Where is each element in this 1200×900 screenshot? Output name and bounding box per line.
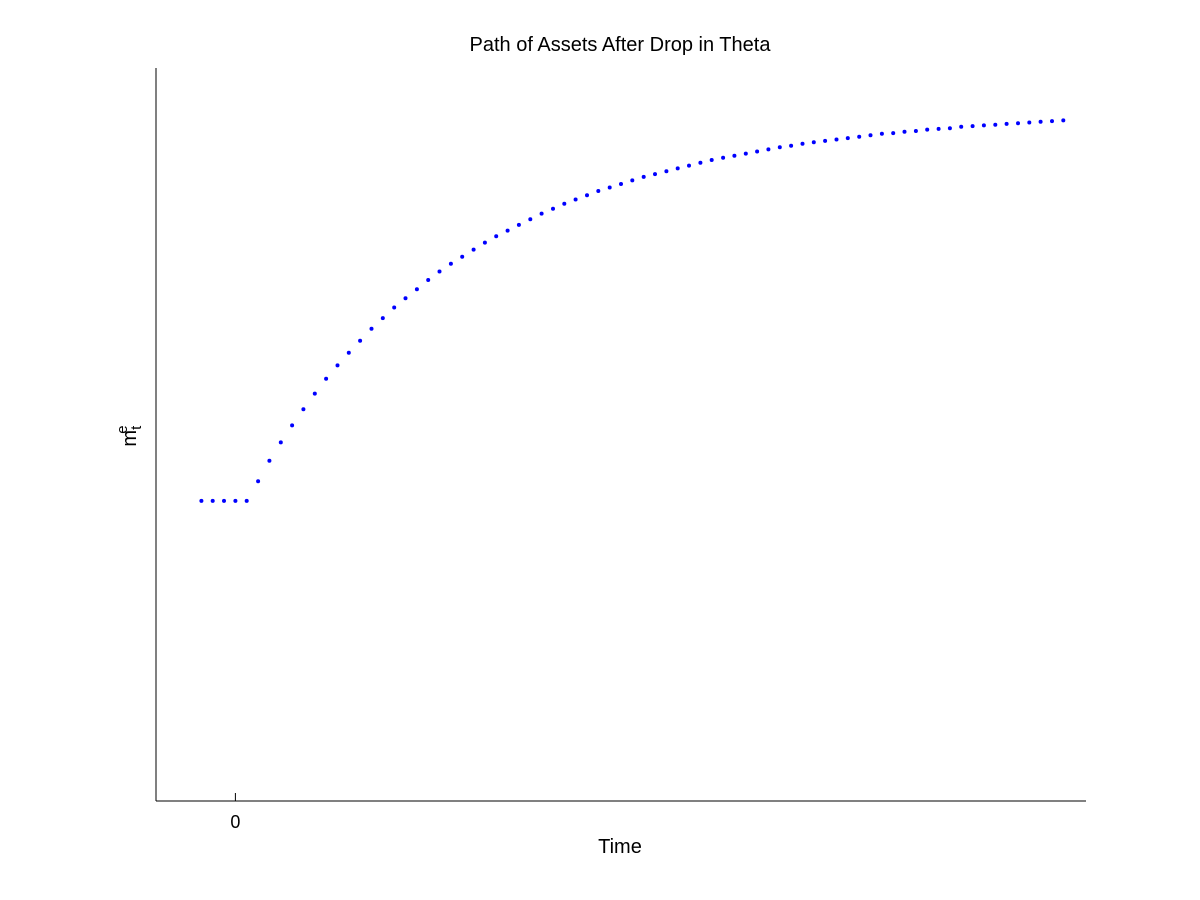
data-point	[607, 185, 612, 190]
data-point	[358, 338, 363, 343]
data-point	[913, 129, 918, 133]
data-point	[494, 234, 499, 239]
data-point	[324, 376, 329, 381]
data-point	[482, 240, 487, 245]
data-point	[959, 124, 964, 129]
data-point	[653, 172, 657, 177]
data-point	[301, 407, 306, 412]
data-point	[1061, 118, 1066, 123]
data-point	[596, 189, 601, 193]
data-point	[1027, 120, 1032, 125]
chart-title: Path of Assets After Drop in Theta	[470, 34, 772, 56]
data-point	[1016, 121, 1020, 126]
data-point	[369, 326, 374, 331]
data-point	[222, 498, 226, 503]
data-point	[811, 140, 816, 145]
data-point	[414, 287, 419, 292]
data-point	[562, 201, 567, 206]
data-point	[970, 124, 975, 129]
data-point	[981, 123, 986, 128]
data-point	[460, 254, 465, 259]
data-point	[471, 247, 476, 252]
data-point	[868, 133, 873, 138]
data-point	[278, 440, 283, 445]
data-point	[789, 143, 794, 148]
data-point	[857, 134, 862, 139]
data-point	[687, 163, 691, 168]
data-point	[448, 261, 453, 266]
data-point	[392, 305, 397, 310]
data-point	[1004, 121, 1009, 126]
data-point	[823, 138, 828, 143]
data-point	[505, 228, 510, 233]
data-point	[641, 174, 646, 179]
data-point	[947, 126, 952, 131]
svg-text:mte: mte	[114, 425, 145, 447]
data-point	[619, 182, 623, 186]
data-point	[199, 498, 204, 503]
data-point	[539, 211, 544, 216]
data-point	[766, 147, 771, 152]
y-axis-label-base: m	[119, 430, 141, 447]
y-axis-label-superscript: e	[114, 425, 131, 433]
x-axis-label: Time	[598, 836, 642, 858]
data-point	[732, 153, 737, 158]
data-point	[244, 498, 249, 503]
data-point	[630, 178, 635, 183]
data-point	[709, 158, 714, 162]
data-point	[1038, 119, 1043, 124]
data-point	[675, 166, 680, 171]
data-point	[777, 145, 782, 150]
data-point	[1050, 119, 1054, 124]
data-point	[346, 350, 351, 355]
data-point	[528, 217, 533, 222]
data-point	[210, 498, 215, 503]
data-point	[891, 131, 896, 136]
data-point	[380, 316, 385, 321]
data-point	[335, 363, 340, 368]
data-point	[551, 206, 555, 211]
plot-area: 0	[155, 68, 1086, 832]
data-point	[516, 222, 521, 227]
data-point	[437, 269, 442, 274]
data-point	[925, 127, 930, 132]
x-tick-label: 0	[230, 812, 240, 832]
data-point	[743, 151, 748, 156]
data-point	[573, 197, 578, 202]
data-point	[256, 479, 261, 484]
data-point	[698, 160, 703, 165]
data-point	[426, 278, 431, 282]
data-point	[312, 391, 317, 396]
data-point	[585, 193, 589, 198]
data-point	[721, 155, 726, 160]
data-point	[879, 131, 884, 136]
data-point	[290, 423, 295, 428]
data-point	[233, 498, 238, 503]
y-axis-label: mte	[114, 425, 145, 447]
data-point	[664, 169, 669, 174]
data-point	[936, 126, 941, 131]
data-point	[845, 136, 850, 141]
data-point	[267, 458, 272, 463]
data-markers	[199, 118, 1066, 503]
y-axis-label-subscript: t	[128, 425, 145, 430]
x-ticks: 0	[230, 793, 240, 832]
data-point	[800, 141, 805, 146]
data-point	[834, 137, 839, 142]
data-point	[755, 149, 760, 154]
data-point	[993, 122, 998, 127]
data-point	[403, 296, 408, 301]
data-point	[902, 129, 907, 134]
